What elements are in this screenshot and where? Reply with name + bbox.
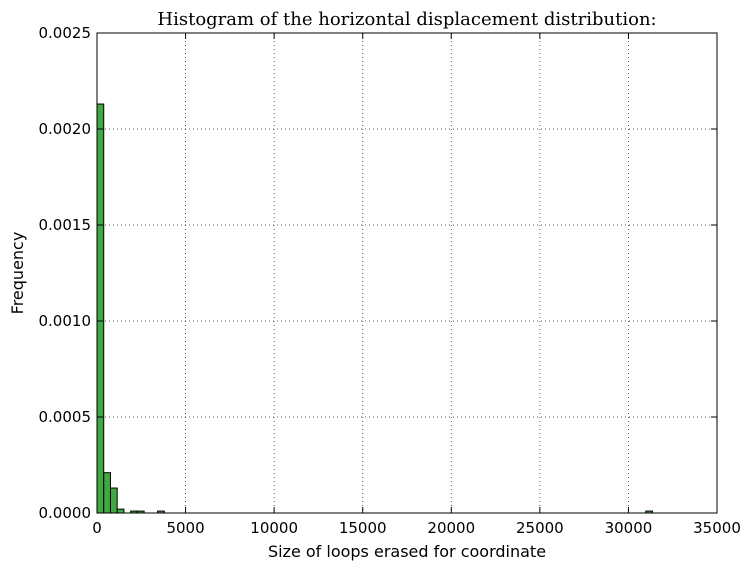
histogram-bar [109, 487, 118, 514]
x-tick-label: 0 [92, 519, 102, 537]
y-tick-label: 0.0020 [39, 120, 92, 138]
histogram-bar [116, 508, 125, 514]
x-tick-label: 35000 [693, 519, 741, 537]
grid-lines [97, 33, 717, 513]
y-tick-label: 0.0015 [39, 216, 92, 234]
x-tick-label: 10000 [250, 519, 298, 537]
histogram-bar [103, 472, 111, 514]
x-tick-label: 20000 [427, 519, 475, 537]
histogram-bars [96, 103, 654, 514]
y-axis-label: Frequency [8, 232, 27, 315]
x-tick-label: 30000 [605, 519, 653, 537]
x-tick-label: 5000 [166, 519, 204, 537]
y-tick-label: 0.0005 [39, 408, 92, 426]
histogram-bar [96, 103, 105, 514]
x-tick-label: 15000 [339, 519, 387, 537]
x-tick-label: 25000 [516, 519, 564, 537]
x-axis-label: Size of loops erased for coordinate [268, 542, 546, 561]
y-tick-label: 0.0000 [39, 504, 92, 522]
plot-frame [96, 32, 718, 514]
y-tick-label: 0.0010 [39, 312, 92, 330]
y-tick-label: 0.0025 [39, 24, 92, 42]
axis-ticks: 0 5000 10000 15000 20000 25000 30000 35000 0.000… [39, 24, 741, 537]
chart-title: Histogram of the horizontal displacement… [157, 9, 656, 30]
